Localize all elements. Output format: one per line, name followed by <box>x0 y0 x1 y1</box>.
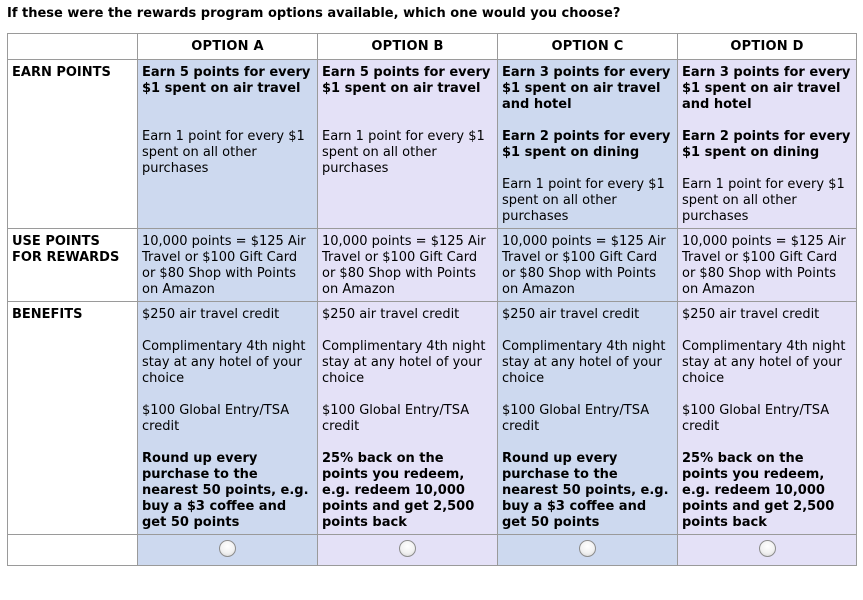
option-a-select-cell[interactable] <box>137 534 318 566</box>
option-c-header: OPTION C <box>497 33 678 60</box>
option-c-select-cell[interactable] <box>497 534 678 566</box>
earn-primary: Earn 3 points for every $1 spent on air … <box>502 65 671 112</box>
earn-primary: Earn 3 points for every $1 spent on air … <box>682 65 851 112</box>
earn-points-label: EARN POINTS <box>7 59 138 229</box>
corner-cell <box>7 33 138 60</box>
earn-dining: Earn 2 points for every $1 spent on dini… <box>502 129 671 160</box>
options-table: OPTION A OPTION B OPTION C OPTION D EARN… <box>7 33 857 566</box>
option-b-use: 10,000 points = $125 Air Travel or $100 … <box>317 228 498 302</box>
option-c-use: 10,000 points = $125 Air Travel or $100 … <box>497 228 678 302</box>
option-a-radio[interactable] <box>219 540 236 557</box>
benefit-credit: $250 air travel credit <box>682 307 820 322</box>
benefit-hotel: Complimentary 4th night stay at any hote… <box>322 339 486 386</box>
option-b-select-cell[interactable] <box>317 534 498 566</box>
option-b-radio[interactable] <box>399 540 416 557</box>
benefit-hotel: Complimentary 4th night stay at any hote… <box>502 339 666 386</box>
benefit-global-entry: $100 Global Entry/TSA credit <box>142 403 290 434</box>
use-points-row: USE POINTS FOR REWARDS 10,000 points = $… <box>7 228 857 302</box>
option-b-header: OPTION B <box>317 33 498 60</box>
option-a-earn: Earn 5 points for every $1 spent on air … <box>137 59 318 229</box>
option-c-radio[interactable] <box>579 540 596 557</box>
option-a-use: 10,000 points = $125 Air Travel or $100 … <box>137 228 318 302</box>
option-d-benefits: $250 air travel credit Complimentary 4th… <box>677 301 857 535</box>
option-b-benefits: $250 air travel credit Complimentary 4th… <box>317 301 498 535</box>
option-d-select-cell[interactable] <box>677 534 857 566</box>
option-d-header: OPTION D <box>677 33 857 60</box>
option-d-radio[interactable] <box>758 540 776 557</box>
benefits-row: BENEFITS $250 air travel credit Complime… <box>7 301 857 535</box>
earn-other: Earn 1 point for every $1 spent on all o… <box>682 177 845 224</box>
earn-other: Earn 1 point for every $1 spent on all o… <box>502 177 665 224</box>
benefit-special: Round up every purchase to the nearest 5… <box>502 451 669 530</box>
option-a-benefits: $250 air travel credit Complimentary 4th… <box>137 301 318 535</box>
benefit-credit: $250 air travel credit <box>502 307 640 322</box>
benefit-credit: $250 air travel credit <box>322 307 460 322</box>
header-row: OPTION A OPTION B OPTION C OPTION D <box>7 33 857 60</box>
earn-other: Earn 1 point for every $1 spent on all o… <box>322 129 485 176</box>
benefit-global-entry: $100 Global Entry/TSA credit <box>502 403 650 434</box>
benefit-special: 25% back on the points you redeem, e.g. … <box>322 451 475 530</box>
benefit-global-entry: $100 Global Entry/TSA credit <box>322 403 470 434</box>
benefit-special: Round up every purchase to the nearest 5… <box>142 451 309 530</box>
benefits-label: BENEFITS <box>7 301 138 535</box>
option-b-earn: Earn 5 points for every $1 spent on air … <box>317 59 498 229</box>
question-text: If these were the rewards program option… <box>7 6 621 21</box>
option-c-benefits: $250 air travel credit Complimentary 4th… <box>497 301 678 535</box>
option-d-earn: Earn 3 points for every $1 spent on air … <box>677 59 857 229</box>
benefit-hotel: Complimentary 4th night stay at any hote… <box>682 339 846 386</box>
selection-label-cell <box>7 534 138 566</box>
use-points-label: USE POINTS FOR REWARDS <box>7 228 138 302</box>
benefit-special: 25% back on the points you redeem, e.g. … <box>682 451 835 530</box>
benefit-credit: $250 air travel credit <box>142 307 280 322</box>
benefit-global-entry: $100 Global Entry/TSA credit <box>682 403 830 434</box>
earn-primary: Earn 5 points for every $1 spent on air … <box>322 65 491 96</box>
benefit-hotel: Complimentary 4th night stay at any hote… <box>142 339 306 386</box>
selection-row <box>7 534 857 566</box>
option-c-earn: Earn 3 points for every $1 spent on air … <box>497 59 678 229</box>
earn-other: Earn 1 point for every $1 spent on all o… <box>142 129 305 176</box>
option-d-use: 10,000 points = $125 Air Travel or $100 … <box>677 228 857 302</box>
earn-points-row: EARN POINTS Earn 5 points for every $1 s… <box>7 59 857 229</box>
earn-dining: Earn 2 points for every $1 spent on dini… <box>682 129 851 160</box>
option-a-header: OPTION A <box>137 33 318 60</box>
earn-primary: Earn 5 points for every $1 spent on air … <box>142 65 311 96</box>
